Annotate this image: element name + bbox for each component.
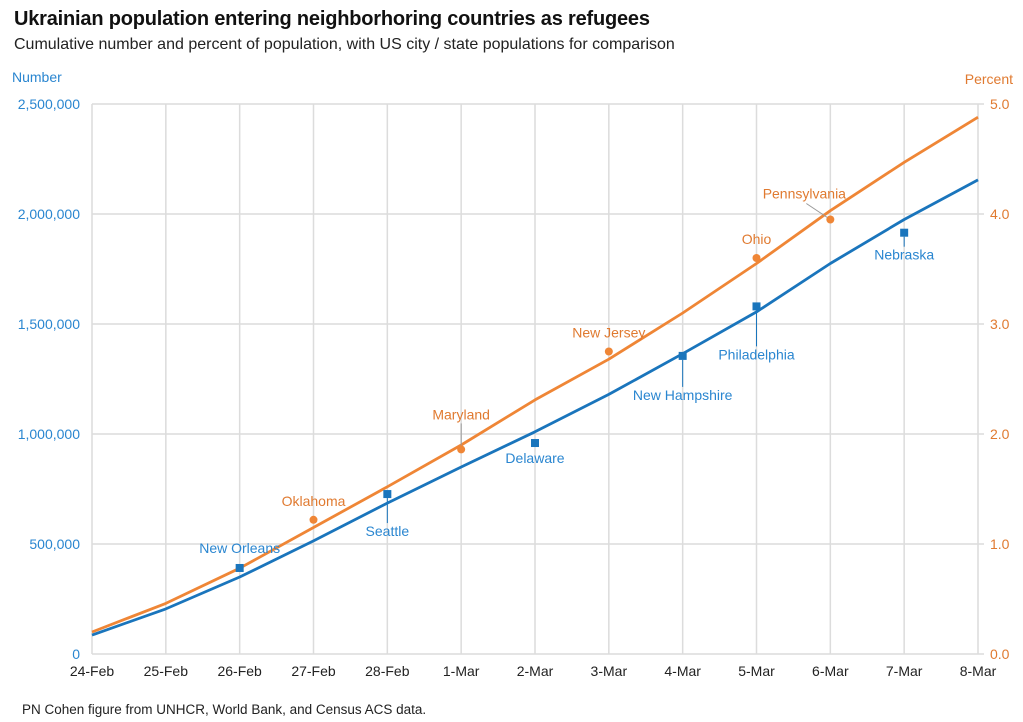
- x-tick-label: 25-Feb: [144, 663, 189, 679]
- y-tick-label: 1,000,000: [18, 426, 80, 442]
- source-note: PN Cohen figure from UNHCR, World Bank, …: [22, 702, 427, 717]
- y2-tick-label: 5.0: [990, 96, 1010, 112]
- y-tick-label: 500,000: [29, 536, 80, 552]
- marker-nebraska: [900, 228, 909, 237]
- axes: Number Percent 0 500,000 1,000,000 1,500,00…: [12, 69, 1013, 679]
- marker-ohio: [752, 254, 761, 262]
- annotation-label-maryland: Maryland: [432, 406, 490, 422]
- y-tick-label: 1,500,000: [18, 316, 80, 332]
- x-tick-label: 6-Mar: [812, 663, 849, 679]
- x-tick-label: 24-Feb: [70, 663, 115, 679]
- annotation-label-philadelphia: Philadelphia: [718, 346, 794, 362]
- y2-tick-label: 1.0: [990, 536, 1010, 552]
- x-tick-label: 5-Mar: [738, 663, 775, 679]
- annotation-label-nebraska: Nebraska: [874, 247, 934, 263]
- annotation-label-ohio: Ohio: [742, 231, 772, 247]
- x-tick-label: 8-Mar: [960, 663, 997, 679]
- annotation-label-new-orleans: New Orleans: [199, 540, 280, 556]
- x-tick-label: 28-Feb: [365, 663, 410, 679]
- series-line-number: [91, 178, 979, 637]
- marker-maryland: [457, 445, 466, 454]
- marker-new-orleans: [235, 563, 244, 572]
- y2-tick-label: 4.0: [990, 206, 1010, 222]
- y-tick-label: 0: [72, 646, 80, 662]
- annotation-label-oklahoma: Oklahoma: [282, 493, 346, 509]
- x-tick-label: 27-Feb: [291, 663, 336, 679]
- chart-subtitle: Cumulative number and percent of populat…: [14, 36, 675, 53]
- marker-oklahoma: [309, 515, 318, 524]
- x-tick-label: 7-Mar: [886, 663, 923, 679]
- annotation-label-new-hampshire: New Hampshire: [633, 387, 733, 403]
- x-tick-label: 3-Mar: [591, 663, 628, 679]
- annotation-label-delaware: Delaware: [505, 450, 564, 466]
- gridlines: [91, 103, 984, 655]
- annotation-label-pennsylvania: Pennsylvania: [763, 186, 846, 202]
- annotation-label-new-jersey: New Jersey: [572, 325, 645, 341]
- y2-tick-label: 0.0: [990, 646, 1010, 662]
- y-axis-title-percent: Percent: [965, 71, 1013, 87]
- x-tick-label: 4-Mar: [664, 663, 701, 679]
- marker-pennsylvania: [826, 215, 835, 224]
- y-tick-label: 2,500,000: [18, 96, 80, 112]
- x-tick-label: 2-Mar: [517, 663, 554, 679]
- marker-philadelphia: [752, 302, 761, 311]
- y-axis-title-number: Number: [12, 69, 62, 85]
- marker-new-hampshire: [678, 351, 687, 360]
- marker-new-jersey: [604, 347, 613, 356]
- y-tick-label: 2,000,000: [18, 206, 80, 222]
- x-tick-label: 26-Feb: [217, 663, 262, 679]
- y2-tick-label: 3.0: [990, 316, 1010, 332]
- marker-delaware: [531, 439, 539, 448]
- annotation-label-seattle: Seattle: [366, 523, 410, 539]
- y2-tick-label: 2.0: [990, 426, 1010, 442]
- x-tick-label: 1-Mar: [443, 663, 480, 679]
- chart-title: Ukrainian population entering neighborho…: [14, 8, 650, 30]
- annotations: New Orleans Seattle Delaware New Hampshire P…: [199, 186, 934, 572]
- leader-line-pennsylvania: [806, 203, 828, 218]
- marker-seattle: [383, 490, 392, 499]
